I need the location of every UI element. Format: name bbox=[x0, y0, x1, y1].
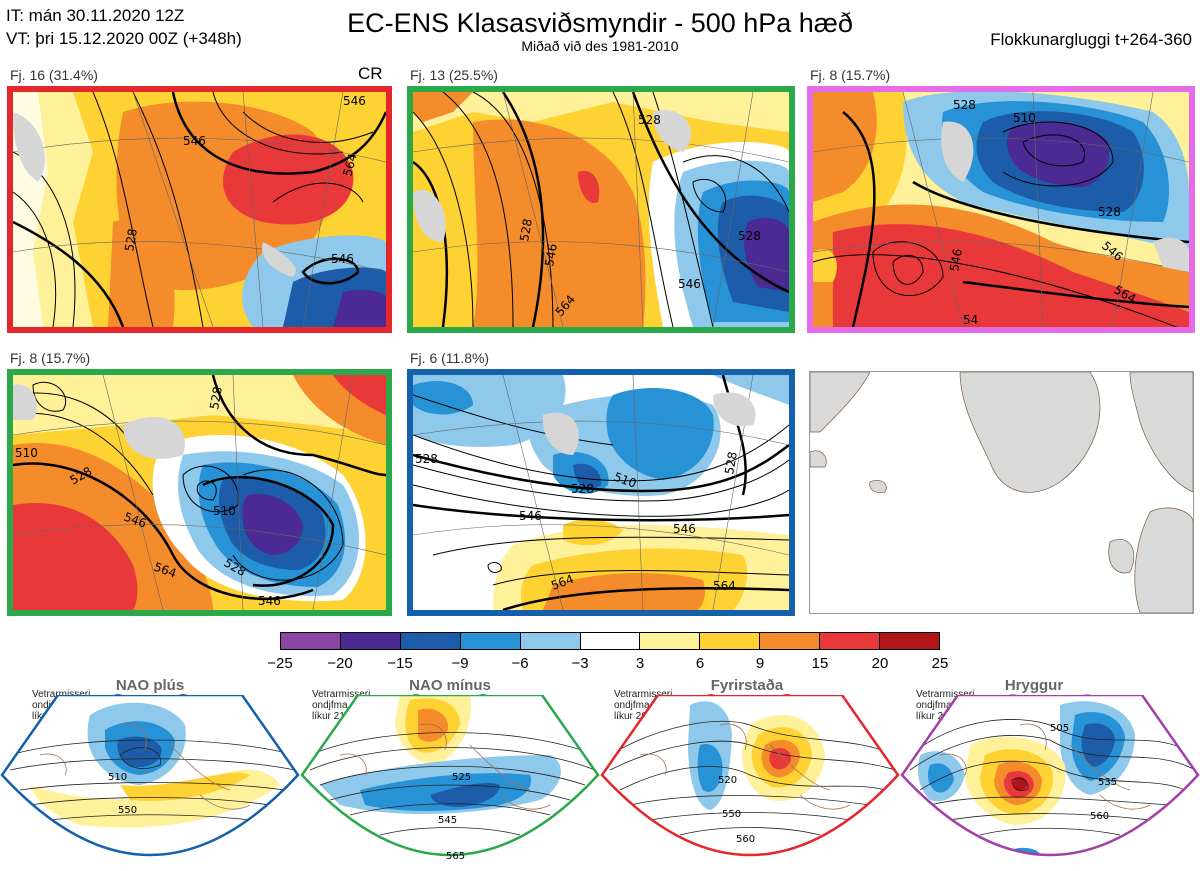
cluster-map-1: 546 528 564 546 546 bbox=[7, 86, 392, 333]
page-subtitle: Miðað við des 1981-2010 bbox=[521, 38, 679, 54]
contour-label: 564 bbox=[713, 579, 736, 593]
contour-label: 54 bbox=[963, 313, 978, 327]
cluster-1-marker: CR bbox=[358, 64, 383, 83]
contour-label: 546 bbox=[343, 94, 366, 108]
colorbar-swatch bbox=[460, 633, 521, 649]
cluster-4-label: Fj. 8 (15.7%) bbox=[10, 350, 91, 366]
contour-label: 546 bbox=[673, 522, 696, 536]
colorbar-swatch bbox=[700, 633, 761, 649]
regime-3-title: Fyrirstaða bbox=[710, 677, 784, 694]
regime-2-note: Vetrarmisseri ondjfma líkur 21,4% bbox=[312, 689, 371, 722]
contour-label: 528 bbox=[122, 228, 140, 253]
colorbar-swatch bbox=[760, 633, 821, 649]
colorbar-tick: 6 bbox=[695, 655, 705, 672]
contour-label: 510 bbox=[108, 772, 127, 783]
regime-1-title: NAO plús bbox=[115, 677, 185, 694]
cluster-3-label: Fj. 8 (15.7%) bbox=[810, 67, 891, 83]
regime-1-map: 510 550 bbox=[0, 695, 300, 857]
colorbar-tick: 20 bbox=[871, 655, 889, 672]
colorbar-tick: −9 bbox=[451, 655, 469, 672]
contour-label: 528 bbox=[953, 98, 976, 112]
contour-label: 510 bbox=[213, 504, 236, 518]
colorbar-swatch bbox=[520, 633, 581, 649]
cluster-5-label: Fj. 6 (11.8%) bbox=[410, 350, 490, 366]
contour-label: 528 bbox=[738, 229, 761, 243]
contour-label: 528 bbox=[1098, 205, 1121, 219]
regime-4-map: 505 535 560 bbox=[900, 695, 1200, 857]
classification-window: Flokkunargluggi t+264-360 bbox=[990, 30, 1192, 49]
contour-label: 546 bbox=[519, 509, 542, 523]
initial-time: IT: mán 30.11.2020 12Z bbox=[6, 6, 185, 25]
colorbar-swatch bbox=[820, 633, 881, 649]
contour-label: 528 bbox=[415, 452, 438, 466]
cluster-map-3: 528 510 528 546 546 564 54 bbox=[807, 86, 1195, 333]
contour-label: 550 bbox=[118, 805, 137, 816]
contour-label: 546 bbox=[331, 252, 354, 266]
contour-label: 564 bbox=[340, 152, 359, 178]
contour-label: 546 bbox=[542, 243, 560, 268]
regime-2-map: 525 545 565 bbox=[300, 695, 600, 862]
regime-4-note: Vetrarmisseri ondjfma líkur 20,2% bbox=[916, 689, 975, 722]
cluster-map-5: 528 510 528 546 546 528 564 564 bbox=[407, 369, 795, 616]
contour-label: 560 bbox=[736, 834, 755, 845]
contour-label: 550 bbox=[722, 809, 741, 820]
colorbar-tick: −20 bbox=[327, 655, 353, 672]
regime-4-title: Hryggur bbox=[1004, 677, 1064, 694]
colorbar-tick: −15 bbox=[387, 655, 413, 672]
colorbar-swatch bbox=[640, 633, 701, 649]
contour-label: 520 bbox=[718, 775, 737, 786]
colorbar-tick: −6 bbox=[511, 655, 529, 672]
cluster-map-4: 510 528 546 528 510 564 528 546 bbox=[7, 369, 392, 616]
colorbar-swatch bbox=[880, 633, 939, 649]
contour-label: 528 bbox=[571, 482, 594, 496]
contour-label: 510 bbox=[15, 446, 38, 460]
contour-label: 546 bbox=[947, 248, 965, 273]
colorbar-swatch bbox=[281, 633, 341, 649]
contour-label: 535 bbox=[1098, 777, 1117, 788]
contour-label: 546 bbox=[258, 594, 281, 608]
contour-label: 528 bbox=[207, 386, 225, 411]
contour-label: 528 bbox=[638, 113, 661, 127]
colorbar-tick: 25 bbox=[931, 655, 949, 672]
cluster-map-2: 528 528 546 528 546 564 bbox=[407, 86, 795, 333]
contour-label: 560 bbox=[1090, 811, 1109, 822]
contour-label: 510 bbox=[1013, 111, 1036, 125]
base-map bbox=[809, 371, 1194, 614]
colorbar-tick: 3 bbox=[635, 655, 645, 672]
contour-label: 565 bbox=[446, 851, 465, 862]
page-title: EC-ENS Klasasviðsmyndir - 500 hPa hæð bbox=[347, 8, 853, 38]
contour-label: 528 bbox=[722, 451, 740, 476]
colorbar-tick: −25 bbox=[267, 655, 293, 672]
regime-3-map: 520 550 560 bbox=[600, 695, 900, 857]
contour-label: 505 bbox=[1050, 723, 1069, 734]
contour-label: 546 bbox=[183, 134, 206, 148]
colorbar-tick: 9 bbox=[755, 655, 765, 672]
contour-label: 528 bbox=[517, 218, 535, 243]
colorbar-tick: −3 bbox=[571, 655, 589, 672]
colorbar-swatch bbox=[400, 633, 461, 649]
colorbar-swatch bbox=[580, 633, 641, 649]
cluster-1-label: Fj. 16 (31.4%) bbox=[10, 67, 98, 83]
contour-label: 525 bbox=[452, 772, 471, 783]
colorbar-tick: 15 bbox=[811, 655, 829, 672]
contour-label: 546 bbox=[678, 277, 701, 291]
contour-label: 545 bbox=[438, 815, 457, 826]
valid-time: VT: þri 15.12.2020 00Z (+348h) bbox=[6, 29, 242, 48]
colorbar-swatch bbox=[340, 633, 401, 649]
regime-3-note: Vetrarmisseri ondjfma líkur 26,1% bbox=[614, 689, 673, 722]
regime-2-title: NAO mínus bbox=[409, 677, 491, 694]
anomaly-colorbar bbox=[280, 632, 940, 650]
run-info: IT: mán 30.11.2020 12Z VT: þri 15.12.202… bbox=[6, 4, 242, 50]
cluster-2-label: Fj. 13 (25.5%) bbox=[410, 67, 498, 83]
